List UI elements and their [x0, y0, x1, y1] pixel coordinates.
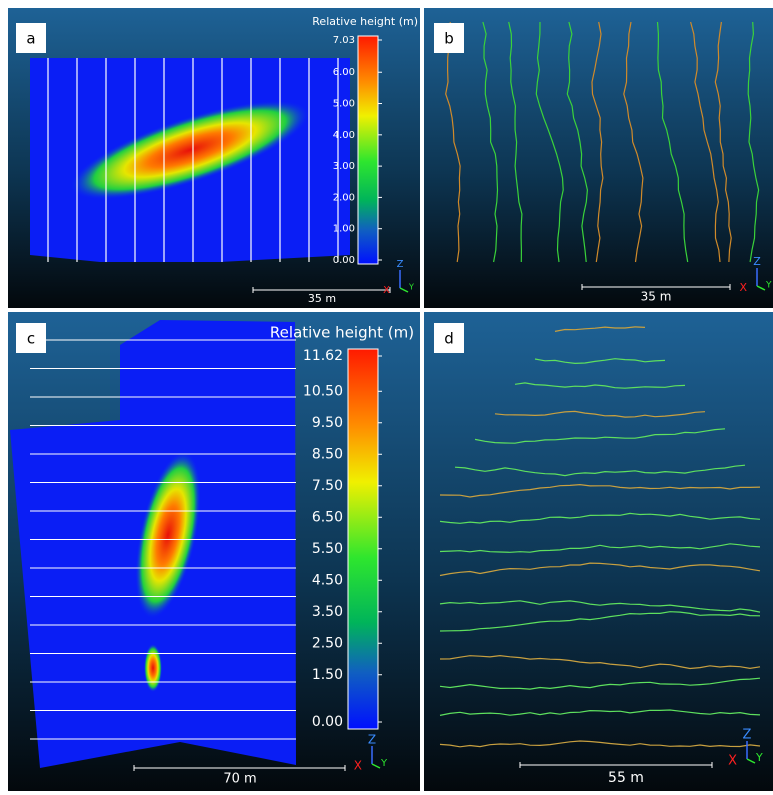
label-box — [16, 23, 46, 53]
label-box — [16, 323, 46, 353]
axis-label-z: Z — [753, 255, 761, 268]
colorbar-tick-label: 6.00 — [333, 67, 355, 78]
profile — [591, 21, 604, 263]
scale-label: 55 m — [608, 770, 644, 786]
transect-lines — [47, 58, 339, 262]
colorbar-tick-label: 8.50 — [312, 446, 343, 462]
profile — [554, 326, 646, 332]
profile — [439, 654, 761, 670]
axis-label-x: X — [739, 281, 747, 294]
profile-lines — [445, 21, 760, 263]
scale-bar — [519, 762, 713, 768]
axis-label-x: X — [728, 754, 737, 769]
axis-label-z: Z — [743, 728, 752, 743]
scale-bar — [581, 284, 731, 290]
profile — [439, 562, 761, 577]
scale-label: 35 m — [641, 290, 672, 304]
profile — [747, 21, 760, 263]
profile — [535, 21, 564, 263]
colorbar-tick-label: 7.50 — [312, 478, 343, 494]
scale-label: 35 m — [308, 292, 336, 305]
axis-label-x: X — [383, 285, 390, 296]
profile — [508, 21, 523, 263]
axis-y — [756, 285, 766, 291]
axis-label-z: Z — [397, 259, 404, 270]
panel-label: b — [444, 30, 454, 48]
profile — [439, 611, 761, 632]
colorbar-tick-label: 10.50 — [303, 383, 343, 399]
axis-y — [371, 763, 381, 769]
colorbar-title: Relative height (m) — [270, 324, 414, 342]
scale-bar — [133, 765, 346, 771]
axis-label-y: Y — [380, 758, 388, 769]
axis-triads: ZX YZX YZX YZX Y — [354, 255, 772, 773]
colorbar-tick-label: 2.50 — [312, 635, 343, 651]
panel-label: d — [444, 330, 454, 348]
axis-label-x: X — [354, 759, 362, 773]
axis-label-y: Y — [765, 281, 772, 291]
panel-bg — [424, 8, 773, 308]
profile — [439, 600, 761, 613]
colorbar-tick-label: 0.00 — [333, 255, 355, 266]
profile — [566, 21, 589, 263]
heat-region — [70, 100, 310, 200]
axis-label-y: Y — [408, 283, 414, 292]
colorbar-tick-label: 3.50 — [312, 604, 343, 620]
panel-label: a — [26, 30, 35, 48]
profile — [474, 428, 726, 444]
panel-labels: a b c d — [16, 23, 464, 353]
profile — [439, 709, 761, 716]
colorbar — [347, 348, 379, 730]
profile — [690, 21, 721, 263]
colorbar-ticks: 7.03 6.00 5.00 4.00 3.00 2.00 1.00 0.00 11.62 10.… — [303, 35, 382, 730]
profile — [439, 483, 761, 498]
axis-y — [746, 758, 756, 764]
profile — [439, 543, 761, 553]
label-box — [434, 23, 464, 53]
transect-lines — [30, 339, 296, 740]
colorbar-tick-label: 1.50 — [312, 667, 343, 683]
profile — [482, 21, 499, 263]
scale-bar — [252, 287, 391, 293]
profile — [534, 358, 666, 365]
colorbar-tick-label: 7.03 — [333, 35, 355, 46]
profile — [439, 512, 761, 524]
profile — [439, 740, 761, 748]
colorbar-tick-label: 9.50 — [312, 415, 343, 431]
colorbar-tick-label: 4.00 — [333, 130, 355, 141]
label-box — [434, 323, 464, 353]
panel-label: c — [27, 330, 35, 348]
heat-region — [135, 451, 201, 619]
colorbar-tick-label: 5.00 — [333, 99, 355, 110]
profile — [656, 21, 689, 263]
axis-y — [399, 287, 409, 293]
colorbar-tick-label: 6.50 — [312, 509, 343, 525]
colorbar-tick-label: 0.00 — [312, 714, 343, 730]
colorbar-tick-label: 5.50 — [312, 541, 343, 557]
profile-lines — [439, 326, 761, 748]
colorbar — [357, 35, 379, 265]
profile — [454, 464, 746, 477]
colorbar-tick-label: 3.00 — [333, 161, 355, 172]
profile — [445, 21, 461, 263]
colorbar-tick-label: 4.50 — [312, 572, 343, 588]
colorbar-title: Relative height (m) — [312, 15, 418, 28]
profile — [514, 382, 686, 389]
axis-label-z: Z — [368, 733, 376, 747]
colorbar-tick-label: 2.00 — [333, 192, 355, 203]
colorbar-tick-label: 11.62 — [303, 348, 343, 364]
colorbar-tick-label: 1.00 — [333, 224, 355, 235]
scale-label: 70 m — [223, 772, 256, 787]
profile — [714, 21, 732, 263]
heat-region — [144, 644, 162, 692]
profile — [623, 21, 644, 263]
scale-bars — [133, 284, 731, 771]
axis-label-y: Y — [755, 751, 763, 764]
profile — [494, 410, 706, 418]
profile — [439, 677, 761, 690]
